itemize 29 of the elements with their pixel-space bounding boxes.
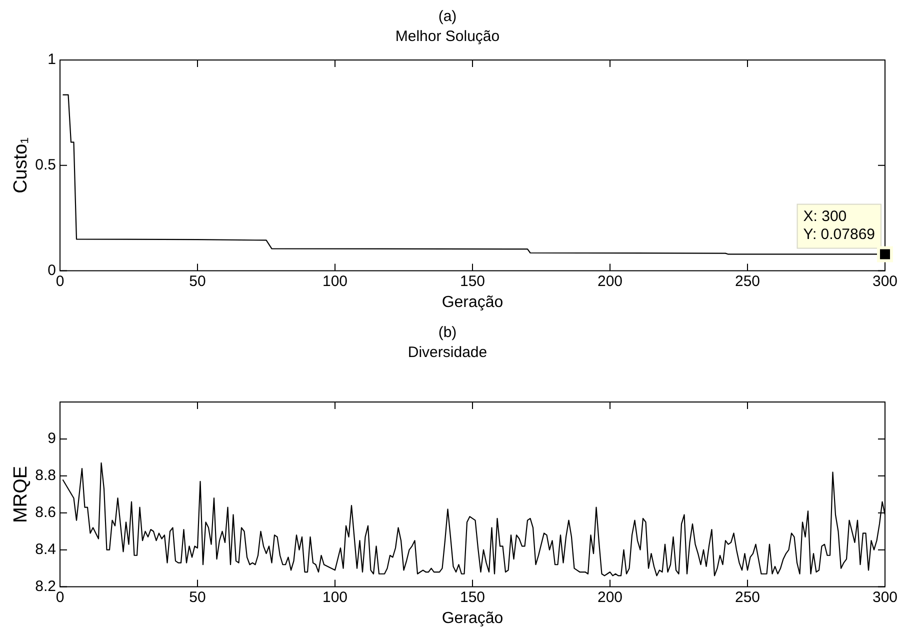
x-axis-title: Geração bbox=[442, 294, 504, 311]
x-tick-label: 200 bbox=[597, 272, 623, 290]
x-tick-label: 200 bbox=[597, 588, 623, 606]
annotation: X: 300 Y: 0.07869 bbox=[803, 208, 875, 243]
x-tick-label: 300 bbox=[872, 272, 898, 290]
y-tick-label: 0.5 bbox=[35, 156, 56, 174]
y-axis-title: MRQE bbox=[10, 466, 32, 523]
y-tick-label: 8.8 bbox=[35, 467, 56, 484]
x-tick-label: 250 bbox=[734, 588, 760, 606]
x-tick-label: 250 bbox=[734, 272, 760, 290]
x-tick-label: 300 bbox=[872, 588, 898, 606]
x-tick-label: 150 bbox=[460, 588, 486, 606]
chart-title: (b) bbox=[438, 324, 457, 342]
x-tick-label: 50 bbox=[189, 272, 206, 290]
y-axis-title: Custo₁ bbox=[10, 137, 32, 194]
x-tick-label: 100 bbox=[322, 272, 348, 290]
y-tick-label: 8.2 bbox=[35, 578, 56, 595]
y-tick-label: 0 bbox=[48, 262, 56, 279]
y-tick-label: 8.6 bbox=[35, 504, 56, 522]
x-tick-label: 50 bbox=[189, 588, 206, 606]
y-tick-label: 8.4 bbox=[35, 540, 56, 558]
y-tick-label: 1 bbox=[48, 51, 56, 68]
x-axis-title: Geração bbox=[442, 610, 504, 627]
y-tick-label: 9 bbox=[48, 430, 56, 448]
chart-subtitle: Melhor Solução bbox=[395, 28, 500, 46]
x-tick-label: 150 bbox=[460, 272, 486, 290]
chart-subtitle: Diversidade bbox=[408, 344, 488, 362]
chart-title: (a) bbox=[438, 8, 457, 26]
x-tick-label: 100 bbox=[322, 588, 348, 606]
